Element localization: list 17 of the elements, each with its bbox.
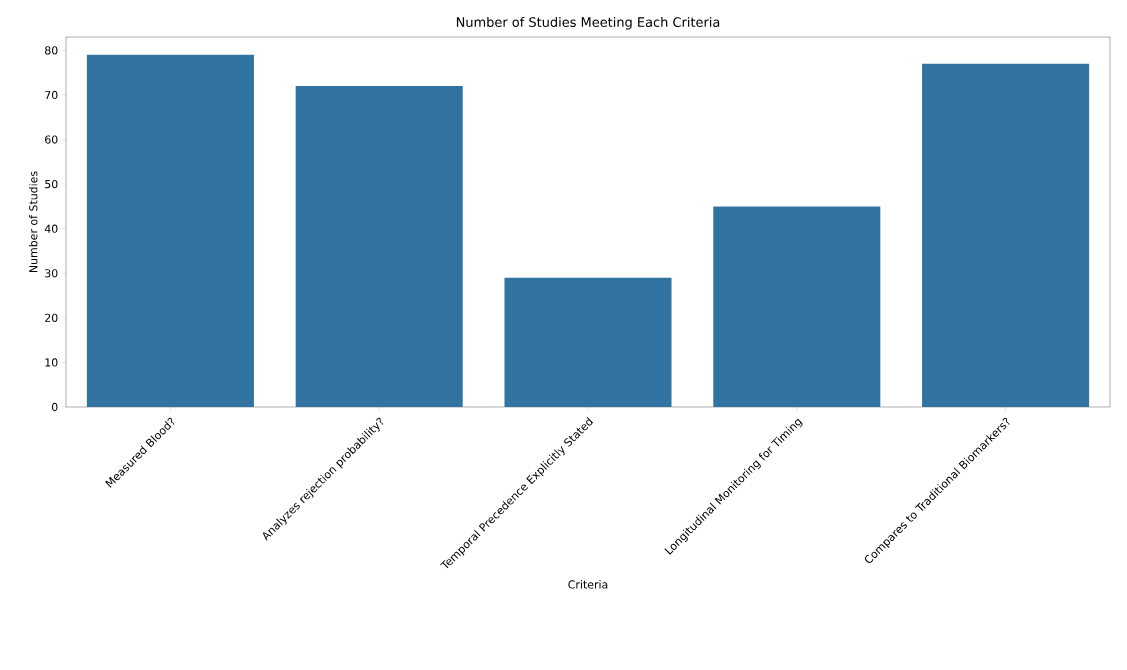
y-tick-label: 30: [45, 269, 58, 278]
bar: [86, 54, 254, 407]
y-tick-label: 60: [45, 135, 58, 144]
bar: [713, 206, 881, 407]
y-axis-title: Number of Studies: [28, 171, 38, 273]
y-tick-label: 10: [45, 358, 58, 367]
chart-title: Number of Studies Meeting Each Criteria: [456, 16, 720, 30]
y-tick-label: 0: [51, 402, 58, 412]
bar: [504, 277, 672, 407]
bar: [922, 63, 1090, 407]
bar: [295, 86, 463, 407]
y-tick-label: 40: [44, 224, 58, 233]
y-tick-label: 80: [45, 46, 58, 55]
y-tick-label: 70: [45, 90, 58, 100]
y-tick-label: 20: [45, 313, 58, 322]
x-axis-title: Criteria: [568, 580, 608, 589]
y-tick-label: 50: [45, 179, 58, 189]
